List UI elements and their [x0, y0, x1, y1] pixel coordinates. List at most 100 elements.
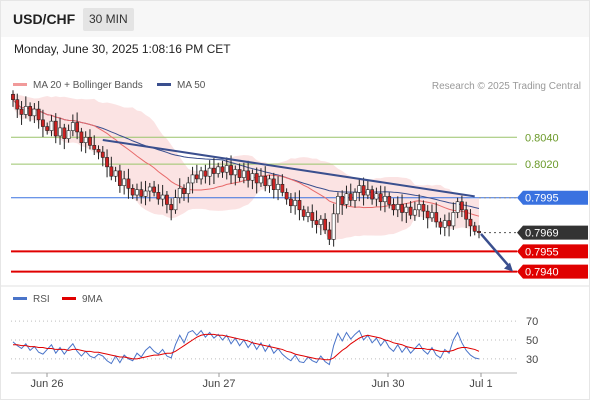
candle	[92, 135, 97, 156]
level-label: 0.7969	[525, 228, 559, 240]
candle	[156, 184, 161, 205]
candle-body	[216, 166, 221, 174]
rsi-swatch	[13, 296, 27, 300]
candle	[36, 101, 41, 129]
candle	[306, 206, 310, 223]
candle	[464, 201, 469, 229]
level-tag	[517, 190, 588, 205]
legend-ma50: MA 50	[157, 80, 205, 91]
chart-header: USD/CHF 30 MIN	[1, 1, 589, 37]
rsi-tick-label: 50	[526, 335, 538, 347]
candle-body	[62, 127, 67, 139]
candle	[263, 166, 268, 192]
candle-body	[53, 120, 58, 137]
candle	[160, 184, 165, 207]
candle	[370, 185, 375, 205]
candle-body	[348, 193, 353, 201]
candle	[237, 163, 242, 182]
candle-body	[147, 186, 152, 192]
candle-body	[459, 201, 464, 211]
candle	[276, 176, 280, 201]
candle	[455, 197, 460, 219]
candle-body	[314, 220, 319, 225]
candle-body	[267, 178, 272, 186]
candle	[353, 188, 357, 208]
candle	[152, 180, 156, 197]
candle-body	[340, 196, 345, 205]
candle	[135, 183, 139, 201]
candle-body	[92, 145, 97, 150]
candle	[434, 202, 439, 228]
candle	[203, 164, 208, 184]
candle-body	[66, 130, 71, 139]
candle	[297, 190, 302, 221]
candle-body	[143, 190, 148, 197]
candle-body	[203, 170, 208, 177]
candle	[477, 225, 481, 239]
candle	[271, 172, 276, 199]
candle	[336, 192, 340, 223]
candle-body	[105, 157, 109, 168]
candle-body	[438, 221, 443, 228]
candle-body	[199, 170, 204, 180]
candle-body	[412, 209, 417, 216]
candle	[280, 174, 285, 197]
timeframe-badge[interactable]: 30 MIN	[83, 8, 134, 31]
legend-rsi: RSI	[13, 294, 50, 305]
candle-body	[177, 188, 182, 199]
candle-body	[451, 212, 456, 227]
candle	[365, 179, 370, 200]
candle-body	[122, 178, 127, 186]
candle-body	[323, 218, 327, 231]
candle-body	[15, 99, 20, 110]
candle	[147, 182, 152, 202]
candle-body	[130, 188, 135, 196]
candle-body	[365, 189, 370, 196]
legend-rsi-ma-label: 9MA	[82, 294, 103, 305]
candle-body	[36, 108, 41, 121]
candle	[15, 93, 20, 118]
candle-body	[23, 106, 28, 115]
candle-body	[49, 120, 54, 131]
candle	[400, 194, 404, 222]
candle	[395, 196, 400, 218]
candle	[417, 194, 422, 218]
candle-body	[464, 209, 469, 220]
candle-body	[280, 183, 285, 193]
candle	[412, 201, 417, 221]
candle	[165, 191, 169, 214]
candle	[259, 168, 263, 187]
rsi-tick-label: 70	[526, 316, 538, 328]
candle	[314, 210, 319, 234]
candle-body	[109, 166, 114, 177]
candle	[70, 114, 75, 137]
candle	[438, 217, 443, 235]
copyright: Research © 2025 Trading Central	[431, 81, 581, 92]
candle	[41, 109, 45, 138]
candle	[190, 166, 195, 194]
candle	[139, 181, 144, 204]
x-tick-label: Jun 30	[371, 378, 404, 390]
candle	[220, 160, 225, 178]
candle	[250, 169, 255, 190]
candle	[169, 198, 174, 221]
candle-body	[126, 178, 131, 189]
candle-body	[45, 126, 50, 131]
candle	[53, 113, 58, 144]
symbol-label: USD/CHF	[13, 11, 76, 27]
candle-body	[96, 149, 101, 153]
candle	[293, 192, 298, 215]
candle-body	[186, 182, 191, 194]
candle-body	[301, 209, 306, 217]
candle-body	[271, 178, 276, 190]
candle-body	[237, 169, 242, 178]
candle	[100, 146, 105, 167]
candle	[357, 179, 362, 202]
candle-body	[421, 204, 426, 212]
candle	[177, 178, 182, 204]
legend-rsi-ma: 9MA	[62, 294, 103, 305]
candle	[430, 204, 434, 222]
candle	[387, 192, 392, 209]
candle-body	[207, 167, 212, 177]
